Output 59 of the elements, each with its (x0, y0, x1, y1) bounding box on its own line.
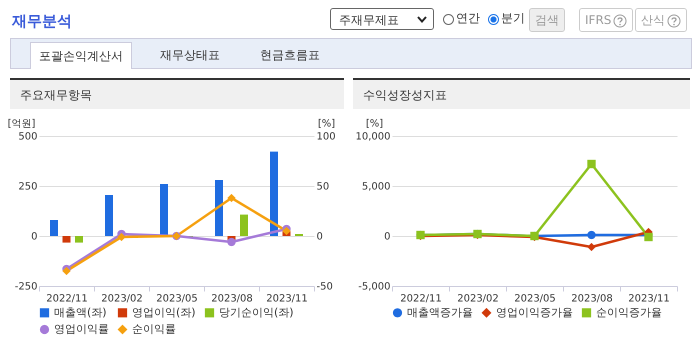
y-axis-title: [억원] (8, 118, 36, 130)
bar (50, 220, 58, 236)
bar (160, 184, 168, 236)
text: 재무분석 (12, 12, 72, 31)
x-tick-label: 2023/11 (266, 294, 308, 304)
y-tick-label: 0 (384, 232, 390, 242)
y-tick-label: 5,000 (362, 182, 390, 192)
text: 재무상태표 (159, 47, 221, 64)
y2-tick-label: 50 (316, 182, 330, 192)
x-tick-label: 2023/05 (514, 294, 556, 304)
x-tick-label: 2023/02 (457, 294, 499, 304)
legend-label: 매출액(좌) (54, 306, 107, 319)
legend-label: 매출액증가율 (407, 306, 473, 319)
y2-axis-title: [%] (318, 118, 336, 130)
text: IFRS (585, 13, 612, 27)
y2-tick-label: 0 (316, 232, 323, 242)
bar (75, 236, 83, 243)
bar (240, 214, 248, 236)
chart-title: 수익성장성지표 (353, 78, 690, 109)
text: 주재무제표 (330, 8, 434, 30)
point (587, 160, 596, 168)
point (227, 238, 236, 246)
y-tick-label: 500 (18, 132, 38, 142)
text: 산식 (641, 13, 665, 27)
point (117, 232, 126, 242)
legend-label: 영업이익증가율 (496, 306, 573, 319)
text: 검색 (529, 8, 565, 32)
chart-title: 주요재무항목 (10, 78, 344, 109)
point (587, 242, 596, 252)
text: 현금흐름표 (259, 47, 321, 64)
text: 포괄손익계산서 (30, 42, 132, 69)
legend-label: 영업이익률 (54, 322, 109, 336)
y2-tick-label: -50 (316, 282, 333, 292)
x-tick-label: 2023/05 (156, 294, 198, 304)
x-tick-label: 2022/11 (46, 294, 88, 304)
y-tick-label: -250 (14, 282, 38, 292)
x-tick-label: 2023/02 (101, 294, 143, 304)
y-tick-label: 0 (31, 232, 38, 242)
text: 연간 (456, 10, 480, 27)
legend-label: 순이익률 (132, 322, 176, 336)
y-axis-title: [%] (366, 118, 384, 130)
legend-label: 영업이익(좌) (132, 306, 196, 319)
bar (270, 152, 278, 236)
x-tick-label: 2023/11 (628, 294, 670, 304)
point (227, 194, 236, 202)
legend-label: 순이익증가율 (596, 306, 662, 319)
bar (62, 236, 70, 243)
x-tick-label: 2023/08 (211, 294, 253, 304)
bar (215, 180, 223, 236)
bar (105, 195, 113, 236)
legend-label: 당기순이익(좌) (219, 306, 294, 319)
y-tick-label: 250 (18, 182, 38, 192)
y-tick-label: -5,000 (358, 282, 390, 292)
x-tick-label: 2022/11 (400, 294, 442, 304)
point (587, 230, 596, 240)
y-tick-label: 10,000 (356, 132, 390, 142)
text: 분기 (501, 10, 525, 27)
x-tick-label: 2023/08 (571, 294, 613, 304)
y2-tick-label: 100 (316, 132, 336, 142)
